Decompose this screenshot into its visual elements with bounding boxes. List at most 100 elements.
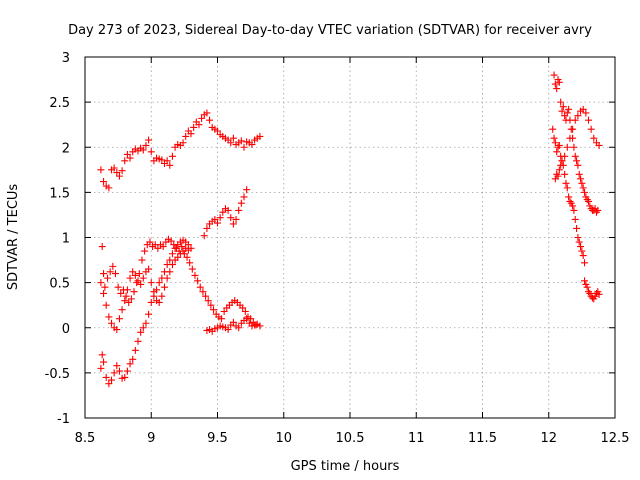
data-point — [161, 283, 168, 291]
data-point — [575, 238, 583, 246]
data-point — [121, 297, 129, 305]
data-point — [555, 78, 563, 86]
data-point — [123, 367, 131, 375]
data-point — [105, 380, 113, 388]
data-point — [558, 107, 566, 115]
data-point — [137, 328, 145, 336]
y-tick-label: 3 — [62, 51, 70, 66]
data-point — [229, 134, 237, 142]
x-tick-label: 9.5 — [207, 431, 228, 446]
data-point — [559, 103, 567, 111]
data-point — [558, 157, 566, 165]
data-point — [553, 148, 561, 156]
data-point — [129, 268, 137, 276]
data-point — [243, 315, 251, 323]
data-point — [216, 214, 224, 222]
data-point — [171, 244, 179, 252]
data-point — [256, 132, 264, 140]
data-point — [122, 292, 130, 300]
data-point — [551, 139, 559, 147]
data-point — [97, 166, 105, 174]
data-point — [248, 141, 256, 149]
data-point — [243, 186, 251, 194]
data-point — [555, 141, 563, 149]
grid-lines — [85, 57, 615, 418]
data-point — [219, 208, 227, 216]
data-point — [163, 157, 171, 165]
data-point — [100, 289, 108, 297]
data-point — [168, 250, 176, 258]
data-point — [102, 301, 110, 309]
data-point — [108, 319, 115, 327]
data-point — [127, 295, 135, 303]
data-point — [595, 141, 603, 149]
data-point — [571, 152, 579, 160]
data-point — [150, 288, 158, 296]
data-point — [562, 179, 570, 187]
x-tick-label: 11 — [408, 431, 425, 446]
data-point — [133, 279, 141, 287]
data-point — [126, 360, 134, 368]
data-point — [158, 156, 166, 164]
data-point — [108, 376, 115, 384]
data-point — [117, 289, 125, 297]
data-point — [573, 157, 581, 165]
data-point — [579, 252, 587, 260]
data-point — [594, 206, 602, 214]
axis-ticks — [84, 56, 616, 419]
data-point — [550, 134, 558, 142]
data-point — [115, 367, 123, 375]
data-point — [166, 268, 174, 276]
data-point — [574, 161, 582, 169]
x-axis-label: GPS time / hours — [291, 459, 400, 474]
data-point — [571, 215, 579, 223]
data-point — [237, 199, 245, 207]
data-point — [191, 271, 199, 279]
data-point — [585, 197, 592, 205]
data-point — [168, 261, 176, 269]
data-point — [158, 292, 166, 300]
data-point — [232, 215, 240, 223]
data-point — [121, 373, 129, 381]
data-point — [574, 234, 582, 241]
data-point — [110, 164, 118, 172]
data-point — [557, 98, 565, 106]
data-point — [565, 105, 573, 113]
data-point — [554, 172, 562, 180]
data-point — [123, 286, 131, 294]
data-point — [549, 125, 557, 133]
data-point — [198, 114, 206, 122]
data-point — [134, 277, 142, 285]
data-point — [113, 326, 121, 334]
data-point — [224, 326, 232, 334]
data-point — [220, 308, 228, 316]
y-tick-label: 0 — [62, 322, 70, 337]
data-point — [561, 170, 569, 178]
data-point — [126, 154, 134, 162]
data-point — [113, 362, 121, 370]
data-point — [204, 297, 212, 305]
data-point — [573, 224, 581, 232]
data-point — [237, 137, 245, 145]
data-point — [581, 277, 589, 285]
y-tick-label: 1 — [62, 232, 70, 247]
data-point — [139, 274, 147, 282]
data-point — [105, 313, 113, 321]
data-point — [135, 270, 143, 278]
data-point — [190, 123, 198, 131]
data-point — [97, 364, 105, 372]
data-point — [100, 178, 108, 186]
data-point — [229, 318, 237, 326]
data-point — [240, 193, 248, 201]
chart-title: Day 273 of 2023, Sidereal Day-to-day VTE… — [68, 23, 592, 38]
data-point — [142, 141, 150, 149]
data-point — [570, 206, 578, 214]
data-point — [147, 298, 155, 306]
data-point — [595, 290, 603, 298]
data-point — [130, 288, 138, 296]
data-point — [565, 193, 573, 201]
data-point — [583, 283, 591, 291]
data-point — [147, 279, 155, 287]
